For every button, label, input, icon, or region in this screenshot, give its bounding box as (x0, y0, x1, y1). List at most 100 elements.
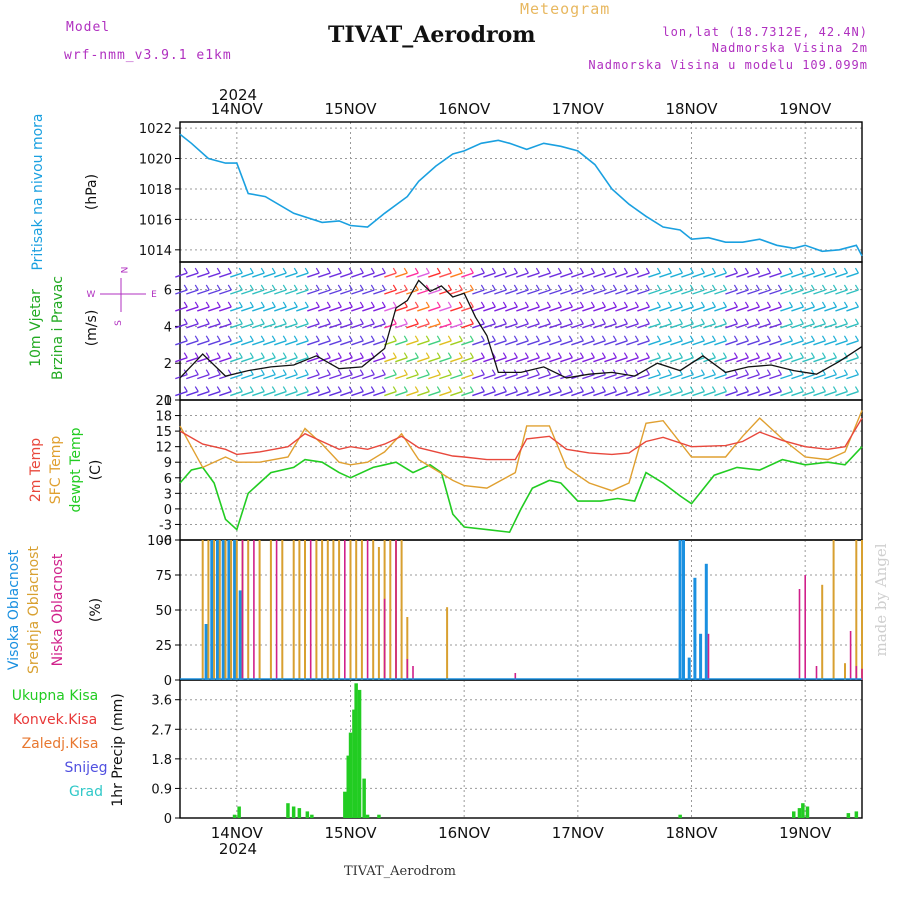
wind-barb-flag (832, 267, 837, 274)
wind-barb-flag (348, 386, 353, 392)
wind-barb (450, 357, 463, 363)
precip-legend-entry: Konvek.Kisa (13, 712, 97, 728)
temp-unit: (C) (88, 460, 104, 481)
wind-barb (681, 390, 694, 397)
y-tick-label: 6 (164, 284, 172, 299)
wind-barb (175, 340, 188, 346)
wind-barb (307, 340, 320, 346)
wind-barb-flag (282, 335, 287, 342)
wind-barb (230, 373, 243, 380)
wind-barb (285, 340, 298, 346)
wind-barb-flag (304, 284, 309, 291)
x-tick-label-top: 16NOV (438, 100, 491, 118)
wind-barb (802, 306, 815, 312)
wind-barb (637, 306, 650, 312)
wind-barb-flag (271, 335, 276, 342)
wind-barb-flag (678, 318, 683, 325)
wind-barb (494, 357, 507, 363)
wind-barb-flag (744, 267, 749, 274)
wind-barb-flag (689, 318, 694, 325)
pressure-line (179, 133, 863, 257)
wind-barb-flag (590, 267, 595, 274)
wind-barb-flag (645, 335, 650, 342)
wind-barb-flag (623, 318, 628, 325)
wind-barb-flag (260, 352, 265, 359)
wind-barb-flag (216, 369, 221, 375)
wind-barb-flag (348, 284, 353, 291)
precip-bar (297, 808, 302, 818)
wind-barb-flag (458, 369, 463, 375)
wind-barb (813, 272, 826, 278)
mid-cloud-bar (360, 540, 363, 680)
wind-barb-flag (700, 386, 705, 392)
wind-barb (780, 390, 793, 397)
low-cloud-bar (815, 666, 818, 680)
wind-barb (769, 390, 782, 397)
wind-barb (175, 357, 188, 363)
wind-barb (648, 390, 661, 397)
wind-barb (527, 390, 540, 397)
wind-barb (791, 306, 804, 312)
wind-barb-flag (469, 352, 474, 359)
wind-barb-flag (546, 267, 551, 274)
wind-barb-flag (788, 267, 793, 274)
wind-barb (219, 289, 232, 295)
wind-barb-flag (590, 386, 595, 392)
wind-barb-flag (205, 352, 210, 359)
wind-barb-flag (414, 318, 419, 325)
wind-barb (659, 340, 672, 346)
wind-barb (791, 390, 804, 397)
model-caption: Model (66, 20, 111, 35)
wind-barb (362, 390, 375, 397)
y-tick-label: 2 (164, 357, 172, 372)
wind-barb-flag (216, 386, 221, 392)
wind-barb-flag (260, 284, 265, 291)
wind-barb-flag (238, 301, 243, 308)
wind-barb (384, 373, 397, 380)
wind-barb (571, 340, 584, 346)
wind-barb-flag (227, 318, 232, 325)
mid-cloud-bar (349, 540, 352, 680)
wind-barb-flag (425, 284, 430, 291)
wind-barb-flag (425, 352, 430, 359)
wind-barb-flag (854, 318, 859, 325)
wind-barb-flag (755, 301, 760, 308)
wind-barb (747, 306, 760, 312)
wind-barb-flag (744, 284, 749, 291)
wind-barb-flag (843, 301, 848, 308)
wind-barb-flag (843, 318, 848, 325)
wind-barb (285, 323, 298, 329)
wind-barb (670, 272, 683, 278)
wind-barb-flag (315, 318, 320, 325)
wind-barb-flag (381, 318, 386, 325)
wind-barb (835, 390, 848, 397)
wind-barb (582, 272, 595, 278)
wind-barb (494, 340, 507, 346)
wind-barb-flag (381, 284, 386, 291)
wind-barb-flag (634, 267, 639, 274)
y-tick-label: 6 (164, 472, 172, 487)
wind-barb-flag (733, 352, 738, 359)
wind-barb-flag (744, 335, 749, 342)
y-tick-label: 12 (155, 441, 172, 456)
wind-barb-flag (238, 267, 243, 274)
wind-barb-flag (304, 369, 309, 375)
y-tick-label: 1016 (139, 213, 172, 228)
wind-barb-flag (348, 267, 353, 274)
wind-barb-flag (194, 301, 199, 308)
mid-cloud-bar (389, 540, 392, 680)
mid-cloud-bar (304, 540, 306, 680)
wind-barb-flag (524, 301, 529, 308)
wind-barb-flag (821, 318, 826, 325)
wind-barb-flag (843, 386, 848, 392)
wind-barb-flag (403, 352, 408, 359)
wind-barb (780, 373, 793, 380)
wind-barb (637, 373, 650, 380)
wind-barb-flag (458, 352, 463, 359)
wind-barb-flag (546, 335, 551, 342)
wind-barb-flag (579, 352, 584, 359)
wind-barb (758, 272, 771, 278)
wind-barb (351, 289, 364, 295)
wind-barb-flag (381, 301, 386, 308)
wind-barb (560, 306, 573, 312)
